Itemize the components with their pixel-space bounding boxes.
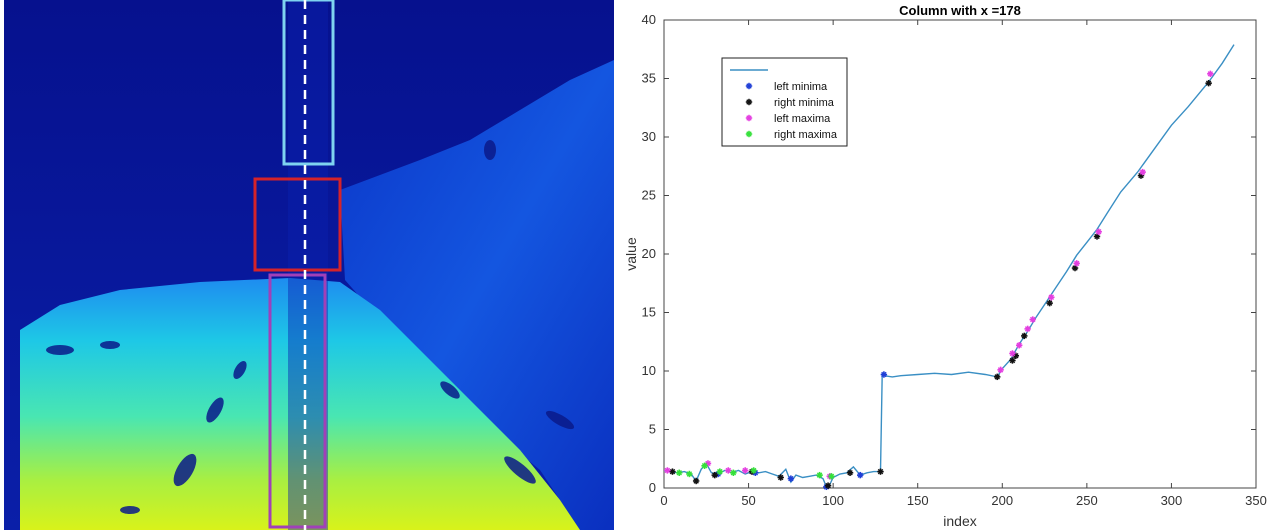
right-minima-marker (1021, 332, 1028, 340)
x-tick-label: 250 (1076, 493, 1098, 508)
legend-marker-swatch (745, 114, 753, 122)
left-maxima-marker (741, 467, 749, 474)
left-maxima-marker (1016, 342, 1023, 349)
legend-label: left minima (774, 81, 828, 93)
x-tick-label: 50 (741, 493, 755, 508)
right-maxima-marker (676, 469, 683, 476)
right-maxima-marker (686, 470, 693, 478)
line-chart: Column with x =178 index value 0 50 100 150… (623, 3, 1267, 529)
legend-marker-swatch (745, 98, 753, 106)
left-minima-marker (787, 475, 795, 482)
x-tick-label: 0 (660, 493, 667, 508)
x-tick-label: 300 (1161, 493, 1183, 508)
y-tick-label: 20 (642, 246, 656, 261)
heatmap-right-region (340, 60, 614, 530)
legend-label: left maxima (774, 113, 831, 125)
legend-marker-swatch (745, 130, 753, 138)
heatmap-speckles (46, 140, 575, 514)
y-tick-label: 15 (642, 305, 656, 320)
depth-heatmap-panel (0, 0, 618, 530)
legend-marker-swatch (745, 82, 753, 90)
right-maxima-marker (828, 473, 835, 480)
right-minima-marker (994, 373, 1001, 381)
left-maxima-marker (1048, 294, 1055, 301)
right-maxima-marker (701, 462, 708, 469)
right-minima-marker (824, 482, 832, 489)
y-tick-label: 10 (642, 363, 656, 378)
right-minima-marker (877, 468, 884, 475)
legend-label: right maxima (774, 129, 838, 141)
y-tick-label: 0 (649, 480, 656, 495)
left-maxima-marker (1073, 260, 1080, 267)
center-column-band (288, 0, 328, 530)
left-minima-marker (857, 471, 864, 479)
left-maxima-marker (1024, 325, 1031, 333)
right-minima-marker (1071, 264, 1079, 272)
chart-title: Column with x =178 (899, 3, 1021, 18)
left-maxima-marker (1139, 168, 1146, 176)
y-tick-label: 35 (642, 71, 656, 86)
y-tick-label: 5 (649, 422, 656, 437)
right-minima-marker (777, 474, 784, 481)
right-maxima-marker (716, 468, 724, 475)
middle-box (253, 177, 342, 272)
left-maxima-marker (1009, 350, 1016, 357)
depth-heatmap-image (4, 0, 614, 530)
right-minima-marker (711, 471, 718, 479)
x-axis-label: index (943, 513, 976, 529)
left-maxima-marker (1029, 316, 1036, 323)
legend-label: right minima (774, 97, 835, 109)
right-minima-marker (1046, 299, 1053, 307)
right-minima-marker (669, 468, 676, 475)
left-maxima-marker (704, 460, 712, 467)
right-maxima-marker (730, 469, 737, 476)
legend-box (721, 57, 848, 147)
heatmap-bottom-region (20, 278, 580, 530)
y-axis-label: value (623, 237, 639, 271)
left-maxima-marker (1095, 228, 1102, 235)
y-tick-label: 25 (642, 188, 656, 203)
left-maxima-marker (664, 467, 671, 474)
right-minima-marker (1093, 233, 1101, 240)
left-maxima-marker (997, 366, 1004, 374)
left-maxima-marker (725, 467, 732, 474)
y-tick-label: 30 (642, 129, 656, 144)
y-tick-label: 40 (642, 12, 656, 27)
right-minima-marker (846, 469, 854, 476)
x-tick-label: 150 (907, 493, 929, 508)
right-minima-marker (1205, 79, 1212, 87)
left-minima-marker (880, 371, 888, 378)
left-maxima-marker (1207, 70, 1214, 78)
line-chart-panel: Column with x =178 index value 0 50 100 150… (622, 0, 1273, 530)
right-maxima-marker (750, 467, 757, 474)
right-minima-marker (692, 477, 700, 485)
right-minima-marker (1009, 357, 1016, 364)
x-tick-label: 100 (822, 493, 844, 508)
top-box (282, 0, 335, 166)
right-minima-marker (1012, 352, 1020, 359)
right-maxima-marker (816, 471, 823, 479)
x-tick-label: 200 (991, 493, 1013, 508)
chart-legend: left minima right minima left maxima right … (721, 57, 848, 147)
x-tick-label: 350 (1245, 493, 1267, 508)
bottom-box (268, 273, 327, 529)
